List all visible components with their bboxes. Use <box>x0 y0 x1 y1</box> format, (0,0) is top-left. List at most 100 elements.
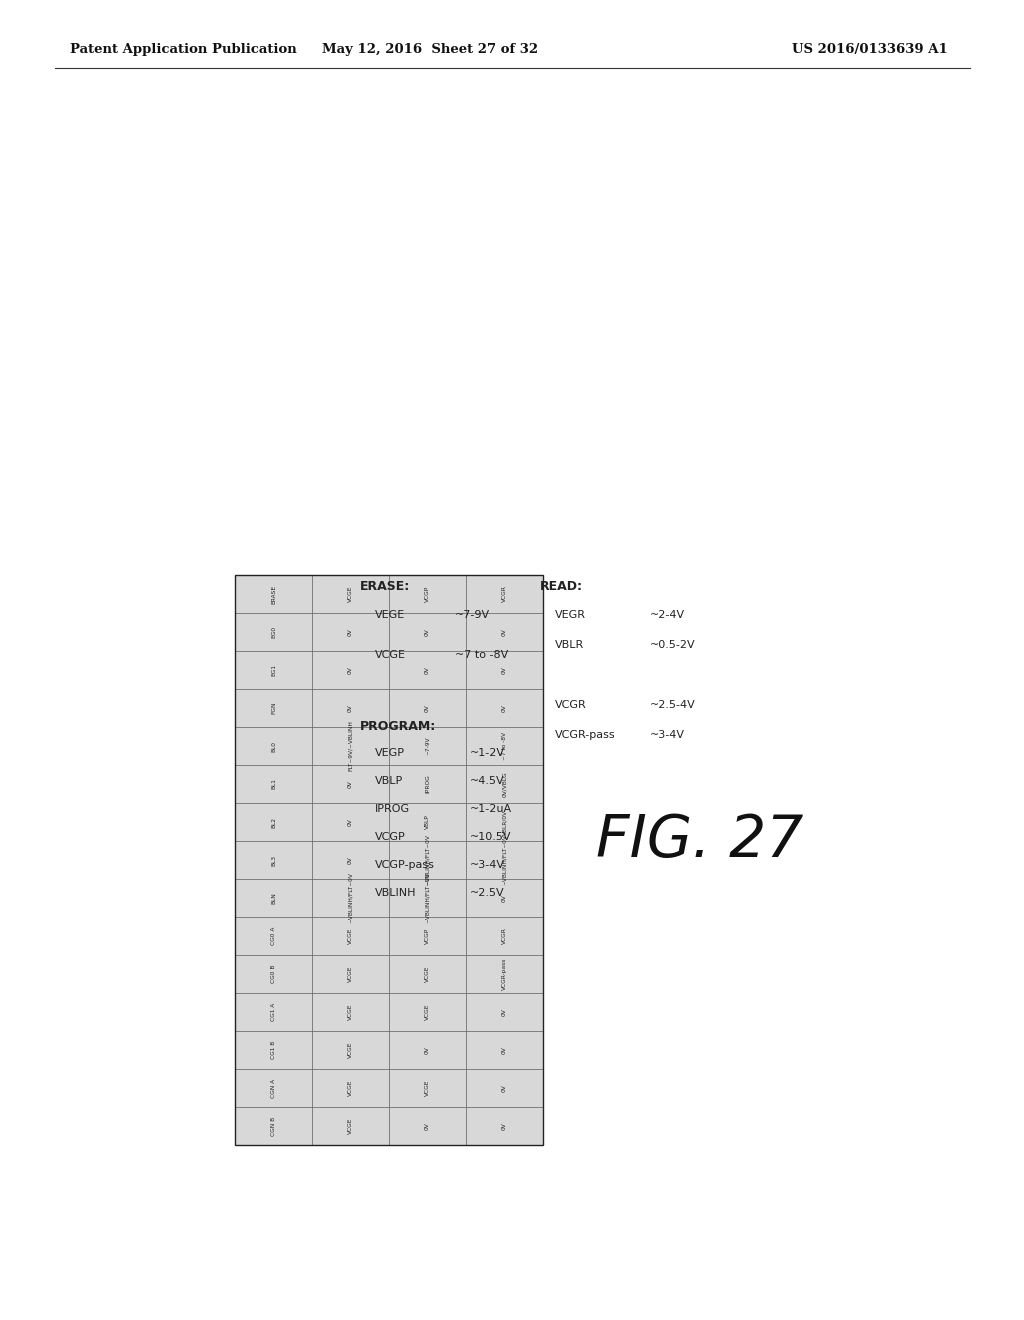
Bar <box>234 803 312 841</box>
Bar <box>312 879 389 917</box>
Text: 0V: 0V <box>425 667 430 675</box>
Text: CGN A: CGN A <box>271 1078 276 1097</box>
Text: VCGE: VCGE <box>375 649 406 660</box>
Text: ~1-2uA: ~1-2uA <box>470 804 512 814</box>
Text: 0V: 0V <box>502 1122 507 1130</box>
Text: VCGE: VCGE <box>425 966 430 982</box>
Text: PROGRAM:: PROGRAM: <box>360 719 436 733</box>
Text: FLT~9V/~VBLINH: FLT~9V/~VBLINH <box>348 721 353 771</box>
Text: VCGR-pass: VCGR-pass <box>502 958 507 990</box>
Text: VCGP: VCGP <box>425 928 430 944</box>
Text: ~2.5V: ~2.5V <box>470 888 505 898</box>
Text: CG1 B: CG1 B <box>271 1041 276 1059</box>
Bar <box>466 841 543 879</box>
Text: ERASE:: ERASE: <box>360 579 411 593</box>
Bar <box>234 954 312 993</box>
Bar <box>312 1069 389 1107</box>
Text: FGN: FGN <box>271 702 276 714</box>
Text: ~7 to -8V: ~7 to -8V <box>502 731 507 760</box>
Text: VCGE: VCGE <box>348 966 353 982</box>
Text: CG1 A: CG1 A <box>271 1003 276 1022</box>
Text: ~VBLINH/FLT~0V: ~VBLINH/FLT~0V <box>425 873 430 924</box>
Text: 0V: 0V <box>502 704 507 711</box>
Bar <box>312 727 389 766</box>
Text: 0V: 0V <box>425 1122 430 1130</box>
Text: ~4.5V: ~4.5V <box>470 776 505 785</box>
Bar <box>312 766 389 803</box>
Text: BL0: BL0 <box>271 741 276 751</box>
Bar <box>312 651 389 689</box>
Bar <box>234 766 312 803</box>
Text: VCGE: VCGE <box>425 1080 430 1096</box>
Text: 0V: 0V <box>425 1047 430 1053</box>
Text: ~1-2V: ~1-2V <box>470 748 505 758</box>
Bar <box>234 1107 312 1144</box>
Text: ~VBLINH/FLT~0V: ~VBLINH/FLT~0V <box>425 834 430 886</box>
Text: VCGR: VCGR <box>502 586 507 602</box>
Text: 0V: 0V <box>348 628 353 636</box>
Bar <box>234 1069 312 1107</box>
Bar <box>234 841 312 879</box>
Text: ERASE: ERASE <box>271 585 276 603</box>
Bar <box>234 689 312 727</box>
Bar <box>312 612 389 651</box>
Text: 0V: 0V <box>348 857 353 863</box>
Bar <box>312 689 389 727</box>
Text: VCGR: VCGR <box>555 700 587 710</box>
Bar <box>234 576 312 612</box>
Text: 0V: 0V <box>502 1047 507 1053</box>
Text: Patent Application Publication: Patent Application Publication <box>70 44 297 57</box>
Text: 0V: 0V <box>502 1008 507 1016</box>
Text: VCGR: VCGR <box>502 928 507 944</box>
Text: 0V: 0V <box>348 704 353 711</box>
Text: VCGE: VCGE <box>348 1080 353 1096</box>
Bar <box>389 917 466 954</box>
Bar <box>466 993 543 1031</box>
Text: ~7-9V: ~7-9V <box>425 737 430 755</box>
Bar <box>389 612 466 651</box>
Text: CG0 A: CG0 A <box>271 927 276 945</box>
Text: CGN B: CGN B <box>271 1117 276 1135</box>
Text: EG1: EG1 <box>271 664 276 676</box>
Bar <box>466 879 543 917</box>
Text: VBLP: VBLP <box>425 814 430 829</box>
Bar <box>466 689 543 727</box>
Bar <box>234 651 312 689</box>
Bar <box>389 1069 466 1107</box>
Bar <box>466 917 543 954</box>
Text: EG0: EG0 <box>271 626 276 638</box>
Bar <box>389 879 466 917</box>
Text: 0V: 0V <box>502 667 507 675</box>
Bar <box>234 727 312 766</box>
Text: 0V: 0V <box>425 704 430 711</box>
Text: 0V: 0V <box>425 628 430 636</box>
Bar <box>312 841 389 879</box>
Bar <box>466 766 543 803</box>
Bar <box>312 954 389 993</box>
Text: BL3: BL3 <box>271 854 276 866</box>
Text: VCGE: VCGE <box>425 1003 430 1020</box>
Text: ~10.5V: ~10.5V <box>470 832 512 842</box>
Text: VEGE: VEGE <box>375 610 406 620</box>
Text: IPROG: IPROG <box>425 775 430 793</box>
Bar <box>466 576 543 612</box>
Text: VBLR: VBLR <box>555 640 585 649</box>
Bar <box>389 803 466 841</box>
Bar <box>389 993 466 1031</box>
Text: VCGP: VCGP <box>425 586 430 602</box>
Bar <box>389 766 466 803</box>
Bar <box>389 576 466 612</box>
Text: VBLP: VBLP <box>375 776 403 785</box>
Text: VBLR/0V: VBLR/0V <box>502 809 507 834</box>
Text: VBLINH: VBLINH <box>375 888 417 898</box>
Text: ~3-4V: ~3-4V <box>650 730 685 741</box>
Bar <box>234 1031 312 1069</box>
Bar <box>234 576 543 1144</box>
Text: VCGE: VCGE <box>348 1118 353 1134</box>
Bar <box>312 917 389 954</box>
Text: ~2-4V: ~2-4V <box>650 610 685 620</box>
Bar <box>466 727 543 766</box>
Text: VCGE: VCGE <box>348 586 353 602</box>
Text: VCGR-pass: VCGR-pass <box>555 730 615 741</box>
Bar <box>389 841 466 879</box>
